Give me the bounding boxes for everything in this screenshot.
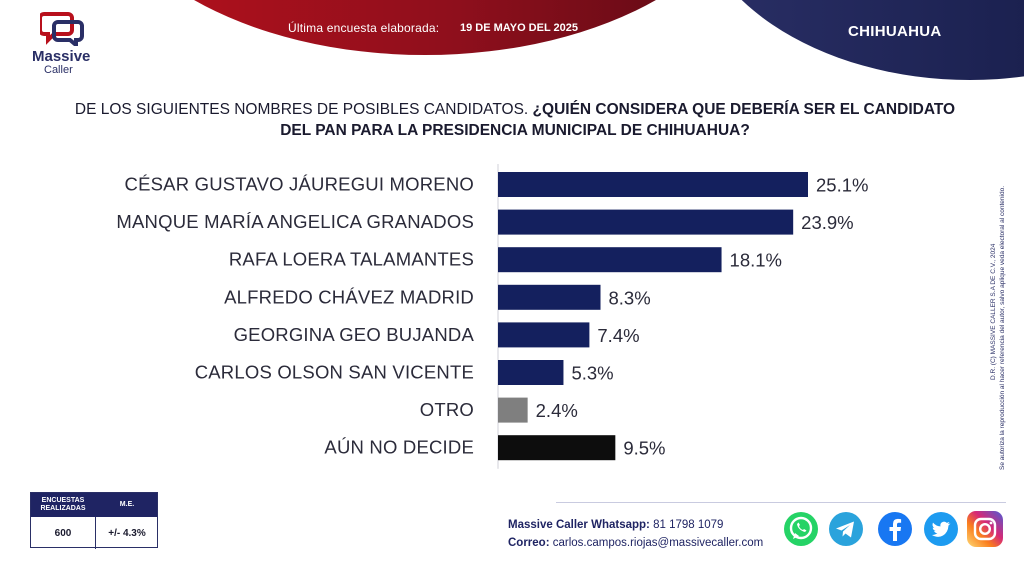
survey-info-box: ENCUESTAS REALIZADAS M.E. 600 +/- 4.3% — [30, 492, 158, 549]
survey-date: 19 DE MAYO DEL 2025 — [460, 22, 579, 34]
whatsapp-icon[interactable] — [782, 510, 820, 548]
whatsapp-number[interactable]: 81 1798 1079 — [653, 519, 724, 531]
surveys-count: 600 — [54, 528, 72, 539]
category-label: RAFA LOERA TALAMANTES — [229, 249, 474, 270]
massive-caller-logo: Massive Caller — [28, 8, 98, 76]
whatsapp-contact: Massive Caller Whatsapp: 81 1798 1079 — [508, 519, 723, 531]
legal-note-copyright: D.R. (C) MASSIVE CALLER S.A DE C.V., 202… — [990, 243, 997, 380]
state-name: CHIHUAHUA — [848, 23, 942, 40]
bar-chart-svg: CÉSAR GUSTAVO JÁUREGUI MORENO 25.1% MANQUE… — [116, 164, 868, 469]
bar — [498, 435, 616, 461]
facebook-icon[interactable] — [876, 510, 914, 548]
bar-chart: CÉSAR GUSTAVO JÁUREGUI MORENO 25.1% MANQUE… — [0, 160, 980, 470]
bar — [498, 209, 794, 235]
header-banner: Última encuesta elaborada: 19 DE MAYO DE… — [0, 0, 1024, 92]
category-label: GEORGINA GEO BUJANDA — [234, 324, 475, 345]
email-address[interactable]: carlos.campos.riojas@massivecaller.com — [552, 537, 764, 549]
bar-value-label: 23.9% — [801, 212, 853, 233]
category-label: CÉSAR GUSTAVO JÁUREGUI MORENO — [125, 174, 474, 195]
bar — [498, 247, 722, 273]
survey-date-label: Última encuesta elaborada: — [288, 21, 440, 35]
category-label: AÚN NO DECIDE — [324, 437, 474, 458]
bar-value-label: 25.1% — [816, 175, 868, 196]
category-label: MANQUE MARÍA ANGELICA GRANADOS — [116, 211, 474, 232]
margin-error-header: M.E. — [119, 501, 135, 508]
info-box-divider — [95, 517, 96, 549]
surveys-header: ENCUESTAS REALIZADAS — [40, 497, 86, 512]
bar — [498, 397, 528, 423]
bar-value-label: 2.4% — [536, 400, 578, 421]
category-label: OTRO — [420, 399, 474, 420]
header-navy-band — [690, 0, 1024, 80]
bar — [498, 284, 601, 310]
twitter-icon[interactable] — [922, 510, 960, 548]
telegram-icon[interactable] — [827, 510, 865, 548]
question-text: ¿QUIÉN CONSIDERA QUE DEBERÍA SER EL CAND… — [280, 101, 956, 139]
survey-question: DE LOS SIGUIENTES NOMBRES DE POSIBLES CA… — [60, 99, 970, 141]
logo-text-caller: Caller — [44, 64, 73, 76]
question-intro: DE LOS SIGUIENTES NOMBRES DE POSIBLES CA… — [74, 101, 529, 118]
email-label: Correo: — [508, 537, 550, 549]
logo-chat-bubbles-icon — [40, 12, 84, 46]
bar-value-label: 9.5% — [623, 438, 665, 459]
logo-text-massive: Massive — [32, 48, 91, 65]
category-label: CARLOS OLSON SAN VICENTE — [195, 362, 474, 383]
footer-divider — [556, 502, 1006, 503]
margin-error-value: +/- 4.3% — [108, 528, 146, 539]
bar-value-label: 8.3% — [609, 287, 651, 308]
whatsapp-label: Massive Caller Whatsapp: — [508, 519, 650, 531]
bar-value-label: 18.1% — [730, 250, 782, 271]
category-label: ALFREDO CHÁVEZ MADRID — [224, 286, 474, 307]
bar — [498, 172, 808, 197]
instagram-icon[interactable] — [966, 510, 1004, 548]
bar — [498, 322, 590, 348]
email-contact: Correo: carlos.campos.riojas@massivecall… — [508, 537, 763, 549]
info-box-header: ENCUESTAS REALIZADAS M.E. — [31, 493, 157, 517]
bar-value-label: 7.4% — [597, 325, 639, 346]
bar-value-label: 5.3% — [571, 363, 613, 384]
bar — [498, 360, 564, 385]
legal-note-reproduction: Se autoriza la reproducción al hacer ref… — [999, 185, 1006, 470]
